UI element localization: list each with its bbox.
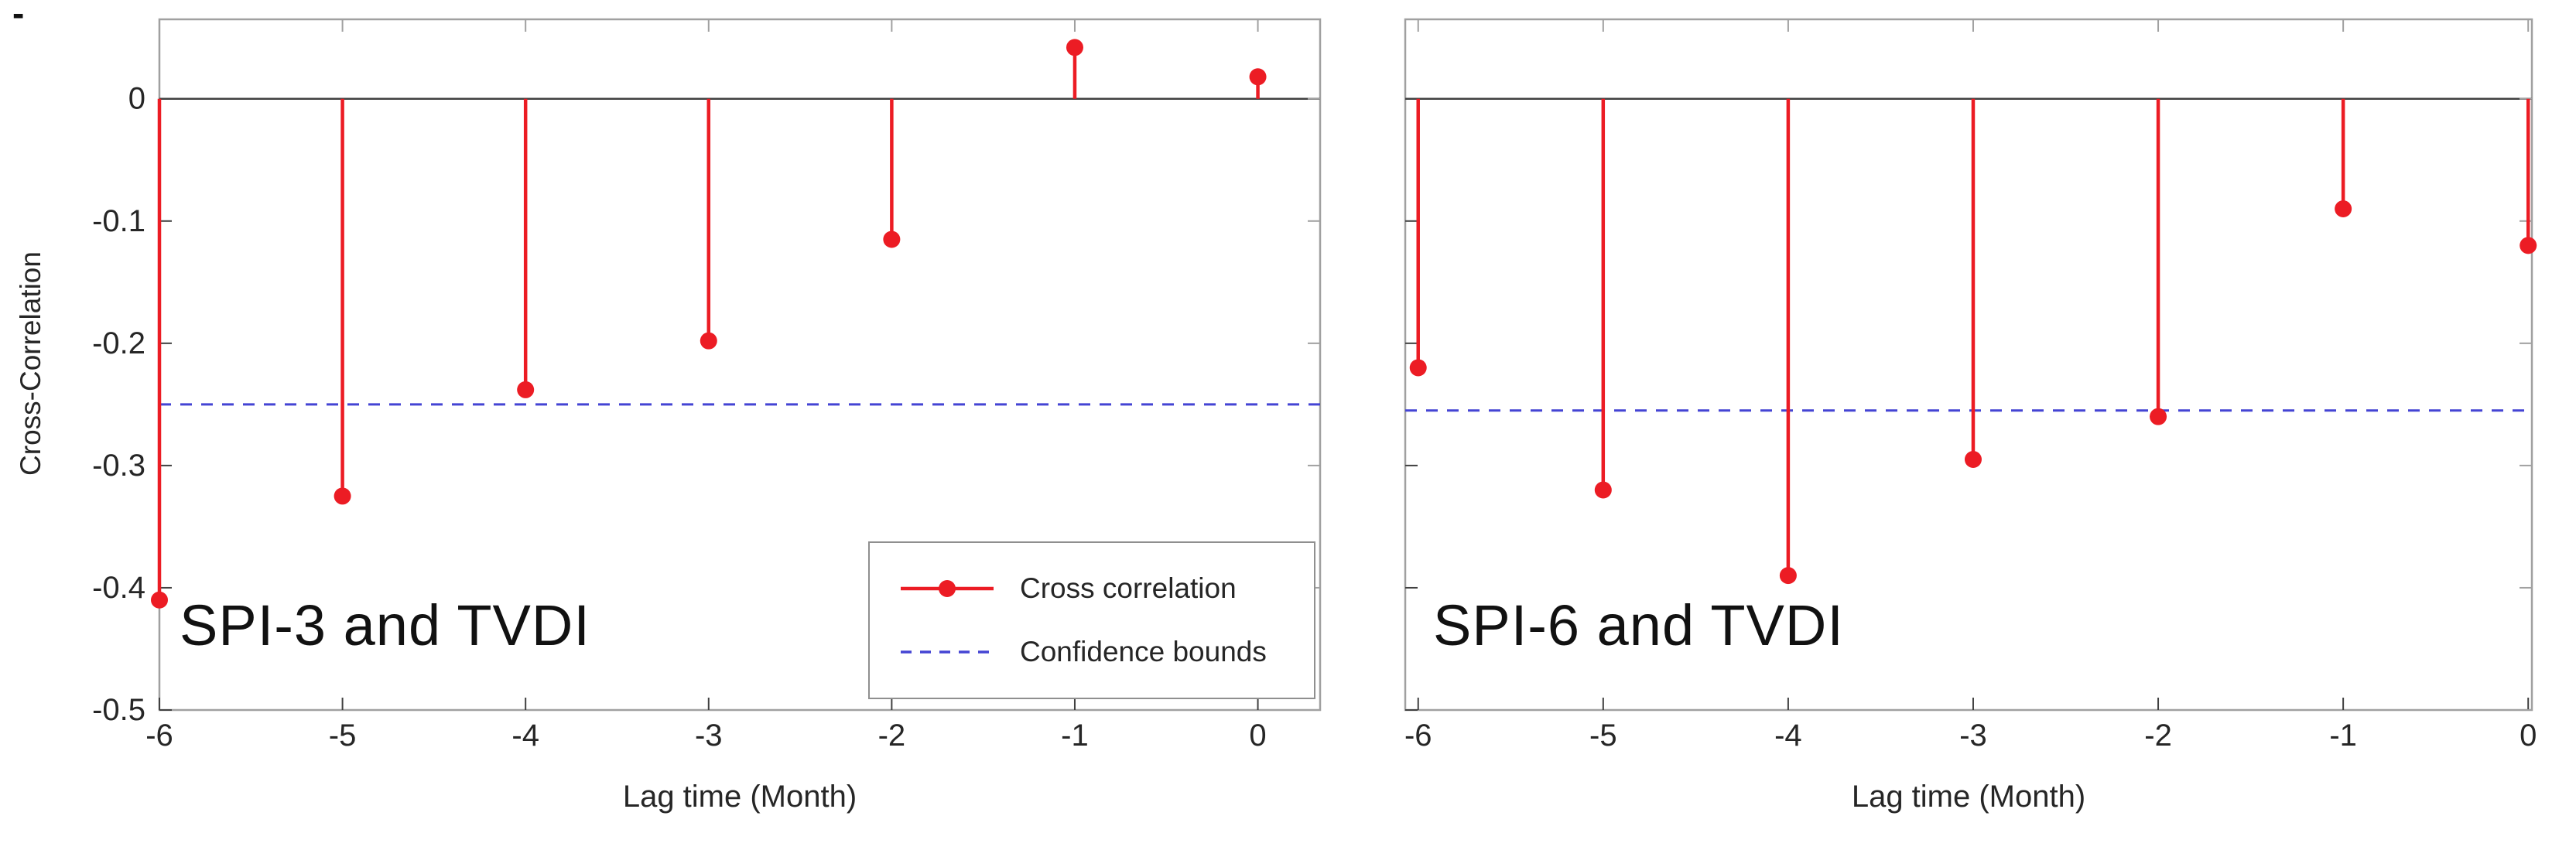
stem-marker [517, 381, 535, 398]
legend: Cross correlation Confidence bounds [868, 541, 1315, 699]
y-axis-label: Cross-Correlation [15, 251, 46, 476]
stem-marker [700, 332, 717, 350]
x-tick-label: -4 [511, 719, 539, 753]
legend-label-cross-correlation: Cross correlation [1020, 572, 1237, 605]
corner-mark: - [12, 0, 25, 33]
y-tick-label: -0.4 [92, 571, 145, 605]
x-tick-label: -2 [878, 719, 906, 753]
legend-item-cross-correlation: Cross correlation [896, 572, 1314, 606]
y-tick-label: -0.2 [92, 326, 145, 360]
x-tick-label: -3 [695, 719, 723, 753]
x-tick-label: -5 [1589, 719, 1617, 753]
stem-marker [2335, 200, 2352, 217]
x-axis-label-left: Lag time (Month) [622, 780, 857, 814]
legend-item-confidence-bounds: Confidence bounds [896, 635, 1314, 669]
y-tick-label: -0.1 [92, 204, 145, 238]
dashed-line-sample-icon [901, 650, 994, 654]
stem-marker [2520, 237, 2537, 254]
stem-line-sample-icon [901, 580, 994, 598]
x-tick-label: 0 [1249, 719, 1266, 753]
stem-marker [1066, 39, 1083, 56]
x-tick-label: -6 [1404, 719, 1432, 753]
x-tick-label: 0 [2520, 719, 2537, 753]
x-tick-label: -2 [2144, 719, 2172, 753]
x-tick-label: -5 [329, 719, 357, 753]
stem-marker [883, 230, 901, 248]
stem-marker [1964, 450, 1982, 468]
stem-marker [2150, 408, 2167, 425]
x-tick-label: -3 [1959, 719, 1987, 753]
y-tick-label: -0.3 [92, 449, 145, 483]
y-tick-label: -0.5 [92, 693, 145, 727]
legend-label-confidence-bounds: Confidence bounds [1020, 635, 1267, 667]
x-axis-label-right: Lag time (Month) [1851, 780, 2086, 814]
panel-title-right: SPI-6 and TVDI [1433, 593, 1844, 657]
stem-plot-right: -6 -5 -4 -3 -2 -1 0 [1404, 18, 2537, 753]
stem-marker [1594, 481, 1612, 499]
stem-marker [334, 487, 351, 505]
x-tick-label: -6 [145, 719, 173, 753]
panel-title-left: SPI-3 and TVDI [180, 593, 590, 657]
y-tick-label: 0 [128, 82, 145, 116]
stem-marker [151, 591, 168, 609]
x-tick-label: -4 [1774, 719, 1802, 753]
x-tick-label: -1 [2329, 719, 2357, 753]
stem-marker [1409, 359, 1427, 377]
stem-marker [1779, 567, 1797, 585]
stem-plot-left: -6 -5 -4 -3 -2 -1 0 0 -0.1 -0.2 -0.3 -0.4 -0.5 [92, 18, 1322, 753]
stem-marker [1249, 68, 1267, 86]
x-tick-label: -1 [1061, 719, 1089, 753]
